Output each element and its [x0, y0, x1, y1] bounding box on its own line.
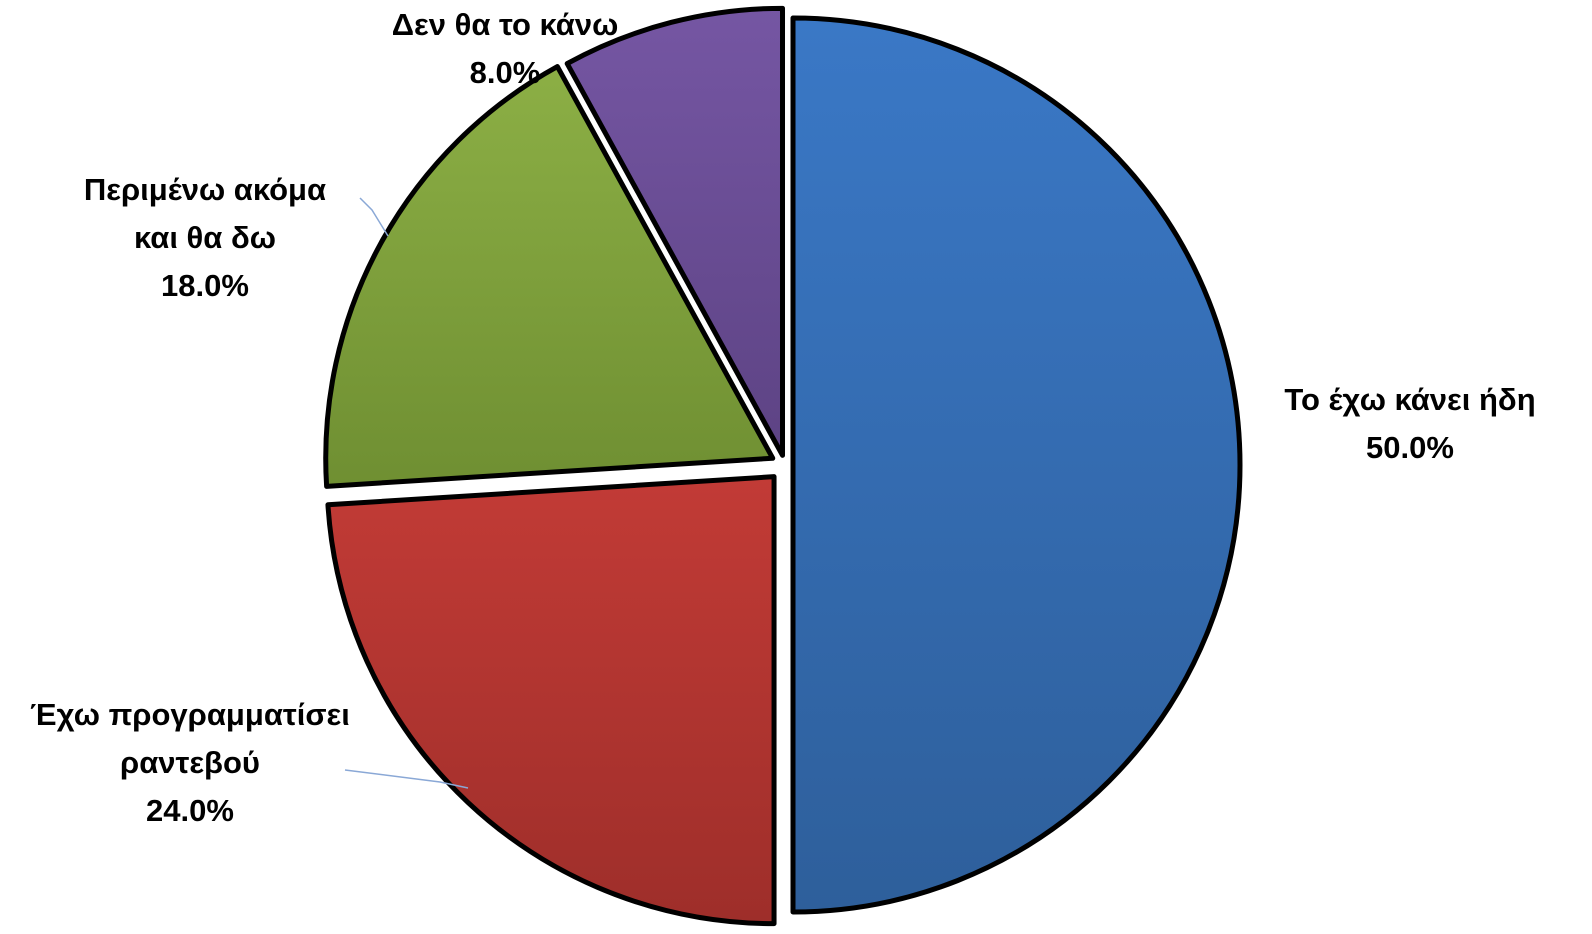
data-label-value: 50.0% [1366, 430, 1454, 465]
data-label-category: Έχω προγραμματίσει [30, 697, 350, 732]
slice-label-2: Έχω προγραμματίσει ραντεβού 24.0% [30, 697, 350, 828]
data-label-value: 24.0% [146, 793, 234, 828]
data-label-category: και θα δω [134, 220, 276, 255]
leader-line-2 [344, 769, 469, 789]
pie-slice-1 [790, 15, 1243, 915]
data-label-category: ραντεβού [120, 745, 260, 780]
pie-slice-3 [323, 64, 776, 489]
slice-label-3: Περιμένω ακόμα και θα δω 18.0% [84, 172, 326, 303]
pie-slice-2 [325, 474, 777, 927]
leader-line-3 [359, 197, 389, 237]
data-label-category: Δεν θα το κάνω [392, 7, 619, 42]
data-label-value: 18.0% [161, 268, 249, 303]
slice-label-4: Δεν θα το κάνω 8.0% [392, 7, 619, 90]
slice-label-1: Το έχω κάνει ήδη 50.0% [1284, 382, 1535, 465]
data-label-value: 8.0% [470, 55, 541, 90]
pie-slice-4 [564, 5, 786, 458]
data-label-category: Περιμένω ακόμα [84, 172, 326, 207]
data-label-category: Το έχω κάνει ήδη [1284, 382, 1535, 417]
